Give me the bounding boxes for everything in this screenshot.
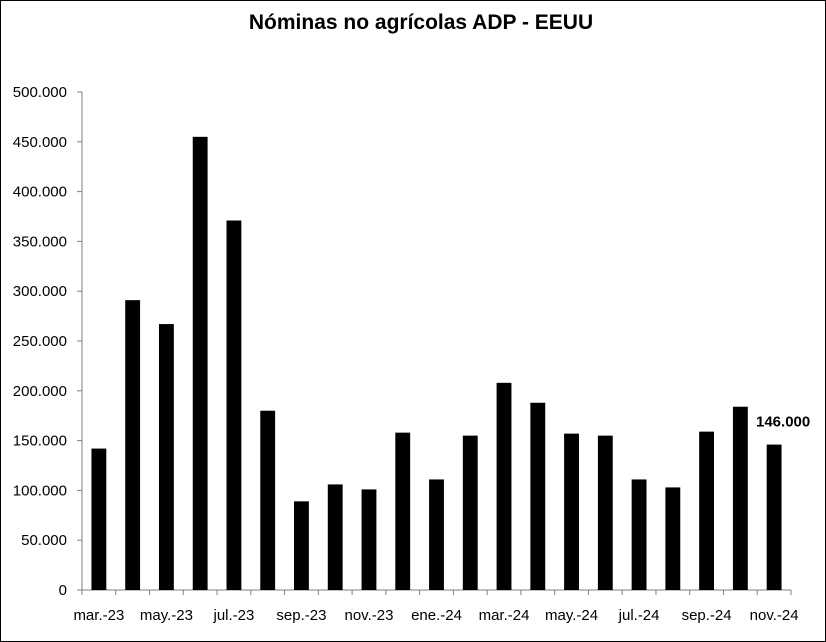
bar-dic.-23 xyxy=(395,432,411,590)
y-tick-label: 500.000 xyxy=(13,84,67,101)
x-tick-label: nov.-24 xyxy=(750,607,799,624)
x-tick-label: mar.-24 xyxy=(479,607,530,624)
bar-may.-24 xyxy=(564,433,579,590)
bar-jun.-23 xyxy=(192,136,208,590)
y-tick-label: 50.000 xyxy=(21,532,67,549)
y-tick-label: 450.000 xyxy=(13,134,67,151)
x-tick-label: may.-24 xyxy=(545,607,598,624)
y-tick-label: 400.000 xyxy=(13,184,67,201)
bar-may.-23 xyxy=(158,324,174,590)
y-axis: 0 50.000 100.000 150.000 200.000 250.000 300.0… xyxy=(13,84,83,599)
bar-nov.-23 xyxy=(361,489,377,590)
bar-ago.-24 xyxy=(665,487,681,590)
bar-nov.-24 xyxy=(766,444,782,590)
x-tick-label: sep.-23 xyxy=(276,607,326,624)
x-tick-label: may.-23 xyxy=(140,607,193,624)
x-tick-label: jul.-23 xyxy=(212,607,254,624)
bar-jun.-24 xyxy=(597,435,613,590)
bar-feb.-24 xyxy=(462,435,478,590)
x-tick-label: sep.-24 xyxy=(682,607,732,624)
x-tick-label: nov.-23 xyxy=(345,607,394,624)
bar-abr.-24 xyxy=(530,402,546,590)
bar-ago.-23 xyxy=(260,410,276,590)
bars xyxy=(91,136,782,590)
x-axis: mar.-23 may.-23 jul.-23 sep.-23 nov.-23 ene.-… xyxy=(73,589,799,624)
data-labels: 146.000 xyxy=(756,414,810,431)
y-tick-label: 350.000 xyxy=(13,233,67,250)
x-tick-label: ene.-24 xyxy=(411,607,462,624)
bar-ene.-24 xyxy=(429,479,444,590)
chart-title: Nóminas no agrícolas ADP - EEUU xyxy=(249,11,593,34)
y-tick-label: 100.000 xyxy=(13,482,67,499)
y-tick-label: 150.000 xyxy=(13,433,67,450)
x-tick-label: jul.-24 xyxy=(618,607,660,624)
bar-sep.-23 xyxy=(294,501,309,590)
bar-mar.-24 xyxy=(496,382,512,590)
bar-jul.-23 xyxy=(226,220,242,590)
bar-mar.-23 xyxy=(91,448,107,590)
bar-sep.-24 xyxy=(699,431,715,590)
y-tick-label: 300.000 xyxy=(13,283,67,300)
y-tick-label: 200.000 xyxy=(13,383,67,400)
y-tick-label: 250.000 xyxy=(13,333,67,350)
y-tick-label: 0 xyxy=(59,582,67,599)
bar-jul.-24 xyxy=(631,479,647,590)
x-tick-label: mar.-23 xyxy=(73,607,124,624)
bar-abr.-23 xyxy=(125,300,141,590)
bar-oct.-24 xyxy=(732,406,748,590)
bar-oct.-23 xyxy=(327,484,343,590)
data-label: 146.000 xyxy=(756,414,810,431)
